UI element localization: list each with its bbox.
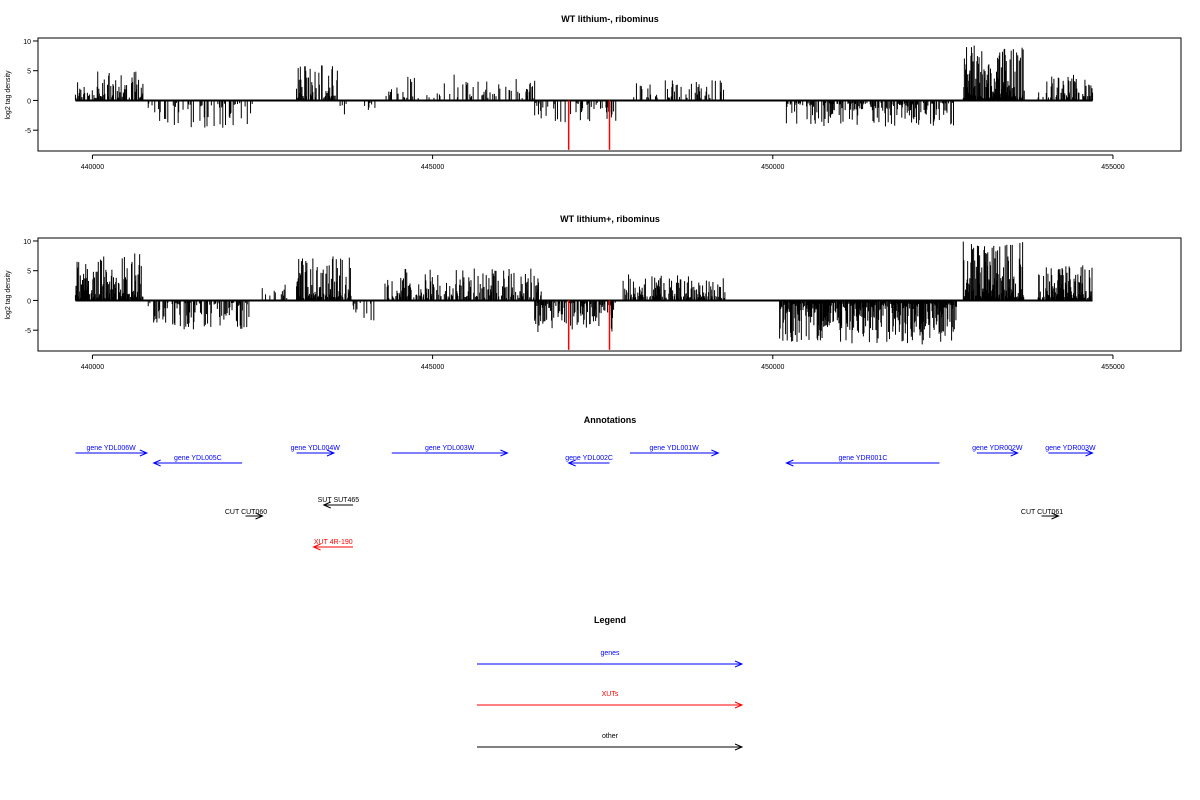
annotation-feature: CUT CUT061 [1021, 509, 1063, 520]
y-tick-label: 0 [27, 298, 31, 305]
legend-item-label: genes [600, 650, 620, 657]
y-tick-label: 5 [27, 69, 31, 76]
panel-title: WT lithium+, ribominus [560, 214, 660, 224]
coverage-panel-lithium-plus: WT lithium+, ribominus log2 tag density … [5, 214, 1182, 371]
y-tick-label: -5 [25, 128, 31, 135]
annotation-feature: CUT CUT060 [225, 509, 267, 520]
feature-arrow-head [139, 449, 149, 457]
y-tick-label: 5 [27, 269, 31, 276]
feature-label: gene YDL001W [649, 445, 699, 452]
annotation-feature: SUT SUT465 [318, 497, 360, 509]
feature-arrow-head [567, 459, 576, 467]
legend-title: Legend [594, 615, 626, 625]
legend-item: genes [477, 650, 744, 668]
annotation-feature: gene YDL002C [565, 455, 613, 467]
feature-label: gene YDR001C [838, 455, 887, 462]
feature-label: gene YDL004W [291, 445, 341, 452]
annotations-title: Annotations [584, 415, 637, 425]
y-tick-label: 10 [23, 39, 31, 46]
legend-items: genes XUTs other [477, 650, 744, 751]
feature-arrow-head [312, 543, 321, 551]
feature-arrow-head [1085, 449, 1094, 457]
y-tick-label: 10 [23, 239, 31, 246]
legend: Legend genes XUTs other [477, 615, 744, 751]
feature-arrow-head [1010, 449, 1019, 457]
legend-item: XUTs [477, 691, 744, 709]
signal-bars [74, 45, 1094, 150]
legend-item-label: XUTs [602, 691, 619, 698]
feature-arrow-head [734, 743, 744, 751]
feature-label: SUT SUT465 [318, 497, 360, 504]
legend-item: other [477, 733, 744, 751]
feature-label: gene YDR003W [1045, 445, 1096, 452]
annotation-feature: gene YDL005C [152, 455, 243, 467]
y-tick-label: 0 [27, 98, 31, 105]
feature-arrow-head [1051, 512, 1060, 520]
y-axis-label: log2 tag density [5, 70, 12, 120]
y-axis: -5 0 5 10 [23, 239, 38, 335]
feature-arrow-head [152, 459, 161, 467]
coverage-panel-lithium-minus: WT lithium-, ribominus log2 tag density … [5, 14, 1182, 171]
feature-list: gene YDL006W gene YDL005C gene YDL004W gene… [75, 445, 1096, 551]
signal-bars [74, 241, 1093, 350]
x-axis: 440000 445000 450000 455000 [81, 154, 1125, 171]
x-tick-label: 440000 [81, 164, 104, 171]
x-tick-label: 455000 [1101, 164, 1124, 171]
plot-frame [37, 37, 1182, 152]
x-tick-label: 440000 [81, 364, 104, 371]
x-tick-label: 445000 [421, 364, 444, 371]
feature-arrow-head [255, 512, 264, 520]
annotation-feature: gene YDR002W [972, 445, 1023, 457]
y-tick-label: -5 [25, 328, 31, 335]
feature-arrow-head [326, 449, 336, 457]
x-tick-label: 450000 [761, 164, 784, 171]
x-tick-label: 450000 [761, 364, 784, 371]
x-axis: 440000 445000 450000 455000 [81, 354, 1125, 371]
feature-label: gene YDL005C [174, 455, 222, 462]
plot-frame [37, 237, 1182, 352]
panel-title: WT lithium-, ribominus [561, 14, 659, 24]
feature-arrow-head [711, 449, 720, 457]
feature-label: gene YDL002C [565, 455, 613, 462]
feature-arrow-head [734, 701, 744, 709]
feature-arrow-head [734, 660, 744, 668]
feature-label: CUT CUT061 [1021, 509, 1063, 516]
feature-arrow-head [322, 501, 331, 509]
y-axis-label: log2 tag density [5, 270, 12, 320]
annotation-feature: gene YDL003W [391, 445, 509, 457]
feature-label: gene YDL003W [425, 445, 475, 452]
feature-label: gene YDL006W [86, 445, 136, 452]
annotation-feature: gene YDL001W [629, 445, 720, 457]
y-axis: -5 0 5 10 [23, 39, 38, 135]
feature-label: gene YDR002W [972, 445, 1023, 452]
x-tick-label: 445000 [421, 164, 444, 171]
annotation-feature: XUT 4R-190 [312, 539, 354, 551]
feature-arrow-head [785, 459, 794, 467]
annotation-feature: gene YDL004W [291, 445, 341, 457]
annotation-feature: gene YDR001C [785, 455, 940, 467]
feature-label: XUT 4R-190 [314, 539, 353, 546]
annotation-feature: gene YDR003W [1045, 445, 1096, 457]
legend-item-label: other [602, 733, 619, 740]
feature-label: CUT CUT060 [225, 509, 267, 516]
x-tick-label: 455000 [1101, 364, 1124, 371]
feature-arrow-head [500, 449, 509, 457]
annotation-feature: gene YDL006W [75, 445, 149, 457]
